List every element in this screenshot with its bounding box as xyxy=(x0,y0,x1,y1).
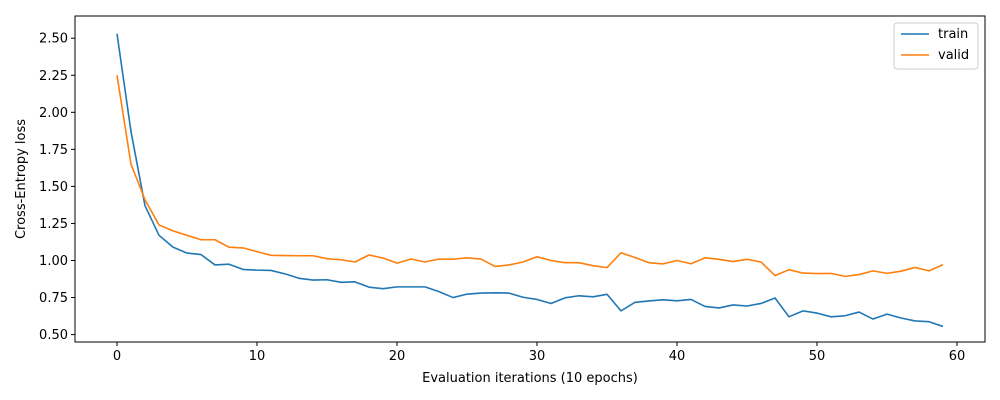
y-tick-label: 1.50 xyxy=(39,180,68,195)
y-axis-ticks: 0.50 0.75 1.00 1.25 1.50 1.75 2.00 2.25 2.50 xyxy=(39,32,75,343)
y-tick-label: 0.50 xyxy=(39,328,68,343)
y-axis-label: Cross-Entropy loss xyxy=(14,119,29,239)
y-tick-label: 1.25 xyxy=(39,217,68,232)
x-tick-label: 40 xyxy=(669,349,686,364)
x-axis-ticks: 0 10 20 30 40 50 60 xyxy=(113,342,965,364)
plot-area xyxy=(74,15,986,343)
x-tick-label: 10 xyxy=(249,349,266,364)
legend-label-train: train xyxy=(938,27,968,42)
y-tick-label: 2.25 xyxy=(39,69,68,84)
y-tick-label: 2.00 xyxy=(39,106,68,121)
x-axis-label: Evaluation iterations (10 epochs) xyxy=(422,371,638,386)
x-tick-label: 0 xyxy=(113,349,121,364)
legend: train valid xyxy=(893,22,979,70)
x-tick-label: 60 xyxy=(949,349,966,364)
series-line-valid xyxy=(116,75,944,278)
legend-label-valid: valid xyxy=(938,48,969,63)
y-tick-label: 1.75 xyxy=(39,143,68,158)
y-tick-label: 0.75 xyxy=(39,291,68,306)
series-layer xyxy=(116,33,944,328)
x-tick-label: 50 xyxy=(809,349,826,364)
x-tick-label: 20 xyxy=(389,349,406,364)
series-line-train xyxy=(116,33,944,328)
y-tick-label: 2.50 xyxy=(39,32,68,47)
x-tick-label: 30 xyxy=(529,349,546,364)
y-tick-label: 1.00 xyxy=(39,254,68,269)
